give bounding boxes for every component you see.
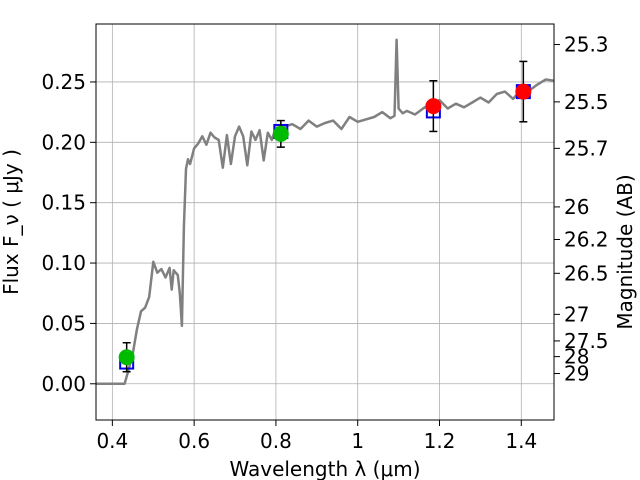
y-tick-label: 0.10 <box>41 251 86 275</box>
observed-point <box>425 98 442 115</box>
x-tick-label: 1.4 <box>505 429 537 453</box>
x-tick-label: 1 <box>351 429 364 453</box>
spectrum-line <box>96 38 555 386</box>
x-tick-label: 0.4 <box>96 429 128 453</box>
grid <box>96 24 554 420</box>
y2-tick-label: 26.5 <box>564 261 609 285</box>
y-tick-label: 0.05 <box>41 311 86 335</box>
y2-tick-label: 25.7 <box>564 136 609 160</box>
y-tick-label: 0.15 <box>41 191 86 215</box>
observed-point <box>515 83 532 100</box>
y-axis-label: Flux F_ν ( μJy ) <box>0 149 23 295</box>
y2-tick-label: 25.3 <box>564 33 609 57</box>
x-tick-label: 0.8 <box>260 429 292 453</box>
y2-tick-label: 26.2 <box>564 228 609 252</box>
x-axis-label: Wavelength λ (μm) <box>229 457 420 480</box>
y2-tick-label: 26 <box>564 195 589 219</box>
observed-point <box>272 125 289 142</box>
x-tick-label: 1.2 <box>424 429 456 453</box>
y2-axis-label: Magnitude (AB) <box>613 174 637 329</box>
y2-tick-label: 29 <box>564 362 589 386</box>
y2-tick-label: 28 <box>564 345 589 369</box>
y-tick-label: 0.20 <box>41 130 86 154</box>
y-tick-label: 0.25 <box>41 70 86 94</box>
x-tick-label: 0.6 <box>178 429 210 453</box>
y-tick-label: 0.00 <box>41 372 86 396</box>
y2-tick-label: 25.5 <box>564 90 609 114</box>
ticks: 0.4 0.6 0.8 1 1.2 1.4 0.00 0.05 0.10 0.15 0.20 0.25… <box>41 33 608 453</box>
markers-layer <box>118 60 532 373</box>
observed-point <box>118 349 135 366</box>
y2-tick-label: 27 <box>564 302 589 326</box>
plot-frame <box>95 23 555 421</box>
spectrum-layer <box>96 38 555 386</box>
y2-tick-label: 27.5 <box>564 329 609 353</box>
